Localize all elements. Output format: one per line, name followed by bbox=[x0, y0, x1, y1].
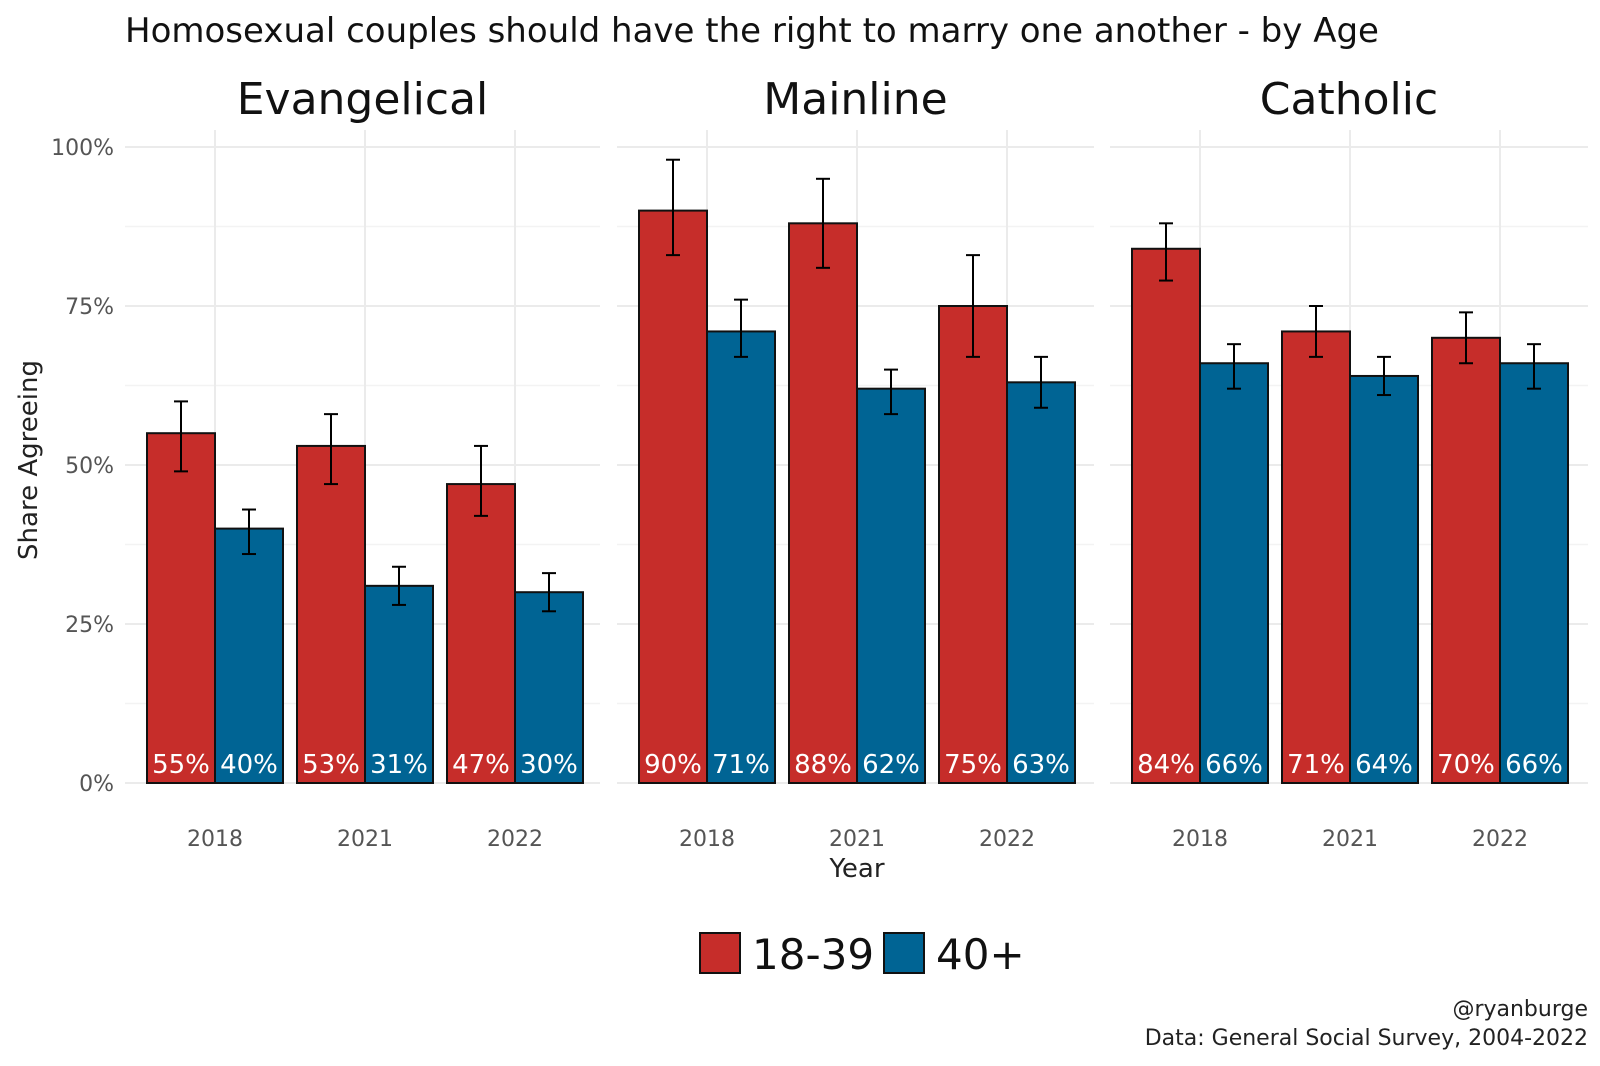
bar bbox=[856, 387, 926, 784]
caption-handle: @ryanburge bbox=[1452, 997, 1588, 1022]
bar-value-label: 55% bbox=[152, 750, 210, 780]
x-tick-label: 2018 bbox=[187, 827, 243, 852]
facet-title: Evangelical bbox=[237, 74, 489, 125]
bar-value-label: 71% bbox=[1287, 750, 1345, 780]
bar-value-label: 40% bbox=[220, 750, 278, 780]
bar-value-label: 30% bbox=[520, 750, 578, 780]
bar bbox=[938, 305, 1008, 784]
bar-value-label: 66% bbox=[1205, 750, 1263, 780]
bar bbox=[214, 527, 284, 784]
bar-value-label: 63% bbox=[1012, 750, 1070, 780]
facet-evangelical: Evangelical 55% 40% 2018 53% 31% 2021 47% 30% 202… bbox=[146, 74, 584, 852]
y-tick-label: 50% bbox=[65, 454, 114, 479]
legend-swatch bbox=[699, 932, 741, 974]
bar bbox=[1349, 374, 1419, 784]
x-tick-label: 2021 bbox=[829, 827, 885, 852]
bar-value-label: 84% bbox=[1137, 750, 1195, 780]
bar-value-label: 64% bbox=[1355, 750, 1413, 780]
x-tick-label: 2022 bbox=[487, 827, 543, 852]
facet-mainline: Mainline 90% 71% 2018 88% 62% 2021 75% 63% 2022 bbox=[638, 74, 1076, 852]
bar-value-label: 66% bbox=[1505, 750, 1563, 780]
bar bbox=[146, 432, 216, 784]
y-axis-title: Share Agreeing bbox=[14, 360, 44, 560]
bar-value-label: 31% bbox=[370, 750, 428, 780]
x-tick-label: 2022 bbox=[979, 827, 1035, 852]
bar bbox=[788, 222, 858, 784]
facet-panels: Evangelical 55% 40% 2018 53% 31% 2021 47% 30% 202… bbox=[146, 74, 1569, 852]
x-tick-label: 2021 bbox=[337, 827, 393, 852]
bar-value-label: 47% bbox=[452, 750, 510, 780]
facet-catholic: Catholic 84% 66% 2018 71% 64% 2021 70% 66% 2022 bbox=[1131, 74, 1569, 852]
facet-title: Catholic bbox=[1260, 74, 1438, 125]
bar bbox=[706, 330, 776, 784]
chart-title: Homosexual couples should have the right… bbox=[125, 11, 1379, 51]
y-tick-label: 100% bbox=[51, 136, 114, 161]
y-tick-label: 25% bbox=[65, 613, 114, 638]
bar bbox=[638, 209, 708, 785]
caption-source: Data: General Social Survey, 2004-2022 bbox=[1145, 1026, 1588, 1051]
bar-value-label: 90% bbox=[644, 750, 702, 780]
bar-value-label: 71% bbox=[712, 750, 770, 780]
legend-label: 18-39 bbox=[752, 930, 874, 979]
bar-value-label: 53% bbox=[302, 750, 360, 780]
legend-label: 40+ bbox=[936, 930, 1025, 979]
bar bbox=[1431, 336, 1501, 784]
x-tick-label: 2018 bbox=[679, 827, 735, 852]
y-axis-ticks: 0% 25% 50% 75% 100% bbox=[51, 136, 114, 797]
facet-title: Mainline bbox=[763, 74, 947, 125]
x-axis-title: Year bbox=[828, 854, 884, 884]
bar bbox=[1281, 330, 1351, 784]
bar bbox=[1199, 362, 1269, 784]
x-tick-label: 2018 bbox=[1172, 827, 1228, 852]
bar-value-label: 88% bbox=[794, 750, 852, 780]
bar-value-label: 62% bbox=[862, 750, 920, 780]
y-tick-label: 0% bbox=[79, 772, 114, 797]
x-tick-label: 2022 bbox=[1472, 827, 1528, 852]
y-tick-label: 75% bbox=[65, 295, 114, 320]
x-tick-label: 2021 bbox=[1322, 827, 1378, 852]
bar bbox=[1499, 362, 1569, 784]
legend-swatch bbox=[883, 932, 925, 974]
legend: 18-39 40+ bbox=[699, 930, 1025, 979]
bar bbox=[1131, 247, 1201, 784]
bar-value-label: 75% bbox=[944, 750, 1002, 780]
bar bbox=[1006, 381, 1076, 784]
bar-value-label: 70% bbox=[1437, 750, 1495, 780]
bar bbox=[446, 483, 516, 784]
bar bbox=[296, 444, 366, 784]
